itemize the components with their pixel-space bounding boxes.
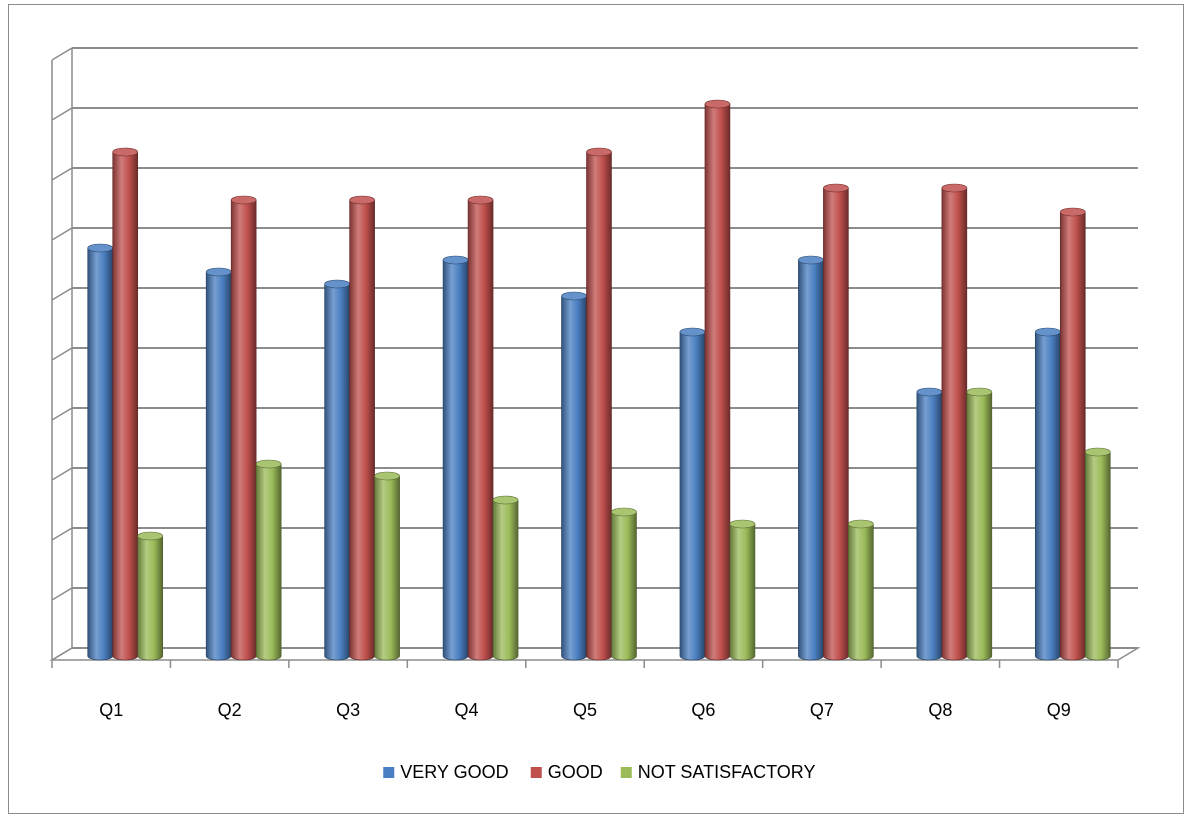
legend-item-very-good: VERY GOOD [383,762,509,782]
x-tick-label: Q1 [99,700,123,720]
x-tick-label: Q9 [1047,700,1071,720]
axes [49,48,1141,668]
bar-q6-good [704,99,731,661]
bar-q9-very-good [1034,327,1061,661]
bar-q7-very-good [798,255,824,661]
bar-q9-good [1059,207,1086,661]
gridline-side [51,347,73,361]
legend-label: VERY GOOD [400,762,508,782]
bar-q2-good [230,195,257,661]
gridline-side [51,287,73,301]
bar-q6-not-satisfactory [729,519,756,661]
bar-q7-good [823,183,849,661]
gridline-side [51,107,73,121]
legend-item-not-satisfactory: NOT SATISFACTORY [620,762,816,782]
bar-q5-good [586,147,612,661]
bar-q9-not-satisfactory [1084,447,1111,661]
bar-q7-not-satisfactory [848,519,874,661]
bar-q5-not-satisfactory [611,507,637,661]
x-tick-label: Q2 [218,700,242,720]
bar-q4-not-satisfactory [492,495,519,661]
bar-q1-not-satisfactory [137,531,164,661]
x-tick-label: Q6 [691,700,715,720]
bar-q3-very-good [324,279,350,661]
bar-q2-not-satisfactory [255,459,282,661]
bar-q3-good [349,195,375,661]
x-tick-label: Q4 [455,700,479,720]
bar-q4-very-good [442,255,469,661]
bar-q8-not-satisfactory [966,387,993,661]
legend-label: NOT SATISFACTORY [638,762,816,782]
bar-q6-very-good [679,327,706,661]
legend-swatch [530,767,542,778]
legend-swatch [620,767,632,778]
bar-q8-good [941,183,968,661]
gridline-side [51,467,73,481]
bar-q4-good [467,195,494,661]
bar-q1-very-good [87,243,114,661]
gridline-side [51,407,73,421]
gridline-side [51,227,73,241]
bar-q1-good [112,147,139,661]
legend-item-good: GOOD [530,762,603,782]
x-tick-label: Q3 [336,700,360,720]
x-tick-label: Q5 [573,700,597,720]
gridline-side [51,587,73,601]
legend-label: GOOD [548,762,603,782]
gridline-side [51,167,73,181]
x-tick-labels: Q1 Q2 Q3 Q4 Q5 Q6 Q7 Q8 Q9 [99,700,1071,720]
bars [87,99,1111,661]
bar-q3-not-satisfactory [374,471,400,661]
legend: VERY GOOD GOOD NOT SATISFACTORY [383,762,815,782]
bar-q2-very-good [205,267,232,661]
gridline-side [51,527,73,541]
gridline-side [51,47,73,61]
legend-swatch [383,767,395,778]
x-tick-label: Q7 [810,700,834,720]
x-tick-label: Q8 [928,700,952,720]
bar-q8-very-good [916,387,943,661]
bar-q5-very-good [561,291,587,661]
